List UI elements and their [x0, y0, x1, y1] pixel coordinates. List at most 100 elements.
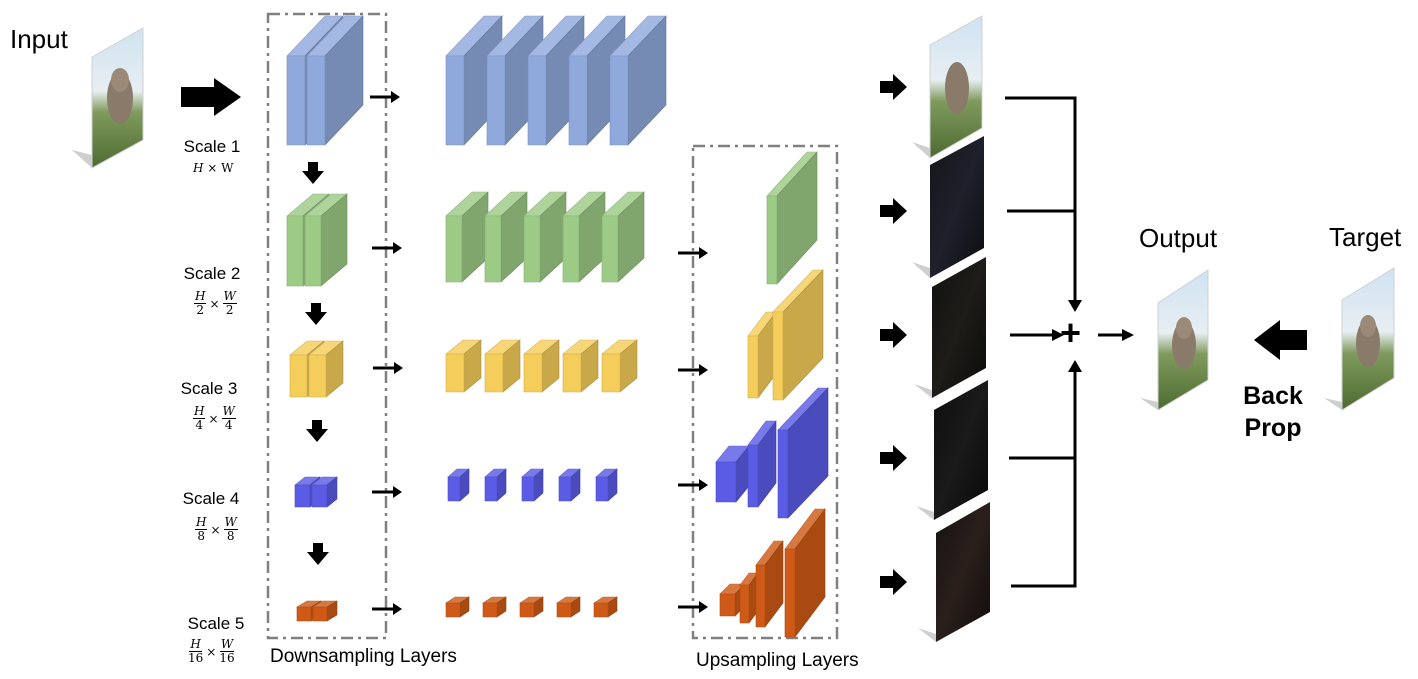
- scale1-down-to-mid-arrow-head: [391, 91, 400, 103]
- scale4-down-to-mid-arrow-head: [393, 486, 402, 498]
- scale5-up-block-4-front: [784, 548, 796, 638]
- scale2-down-block-b-front: [304, 215, 322, 287]
- upsampling-box: [691, 144, 839, 640]
- scale5-h-den: 16: [188, 651, 204, 665]
- scale2-w: W: [222, 289, 237, 304]
- scale3-mid-block-2-front: [484, 353, 504, 393]
- scale2-output-arrow: [880, 198, 907, 224]
- scale5-mid-block-4-front: [556, 602, 572, 618]
- merge-arrowhead-right: [1122, 329, 1134, 341]
- backprop-label: Back Prop: [1234, 380, 1312, 444]
- scale4-output-image: [916, 380, 988, 520]
- scale3-mid-block-3-front: [523, 353, 543, 393]
- backprop-arrow: [1254, 320, 1307, 360]
- scale5-down-block-a-front: [296, 606, 312, 622]
- scale1-label: Scale 1: [183, 137, 241, 156]
- scale1-to-scale2-arrow: [302, 162, 324, 184]
- backprop-line1: Back: [1243, 382, 1303, 410]
- scale3-w: W: [221, 404, 236, 419]
- scale3-up-block-1-front: [747, 335, 759, 399]
- scale2-mid-block-5-front: [601, 215, 619, 283]
- scale1-dims: H × W: [193, 161, 234, 175]
- scale3-output-arrow: [880, 322, 907, 348]
- scale5-label: Scale 5: [187, 614, 245, 633]
- scale2-down-to-mid-arrow-head: [393, 242, 402, 254]
- scale4-up-block-3-front: [777, 429, 789, 519]
- scale2-mid-block-1-front: [445, 215, 463, 283]
- scale4-down-block-b-front: [311, 484, 328, 508]
- downsampling-box: [266, 12, 388, 640]
- backprop-line2: Prop: [1244, 414, 1302, 442]
- scale1-w: W: [221, 161, 234, 175]
- times-sign: ×: [207, 161, 222, 175]
- scale3-output-image: [914, 257, 986, 398]
- scale4-h-den: 8: [197, 529, 206, 543]
- scale4-up-block-1-front: [715, 461, 737, 503]
- scale2-to-scale3-arrow: [305, 303, 327, 325]
- scale5-w-den: 16: [219, 651, 235, 665]
- scale5-up-block-2-front: [739, 584, 750, 624]
- scale2-mid-to-up-arrow-head: [699, 247, 708, 259]
- scale3-mid-to-up-arrow-head: [699, 364, 708, 376]
- scale4-w-den: 8: [226, 529, 235, 543]
- downsampling-label: Downsampling Layers: [270, 646, 457, 667]
- scale4-mid-to-up-arrow-head: [699, 479, 708, 491]
- scale1-mid-block-5-front: [609, 55, 629, 146]
- scale5-mid-block-3-front: [519, 602, 535, 618]
- scale3-to-scale4-arrow: [306, 420, 328, 442]
- scale2-h-den: 2: [196, 303, 205, 317]
- scale2-output-image: [912, 136, 984, 278]
- scale5-mid-block-1-front: [445, 602, 461, 618]
- input-label: Input: [10, 24, 68, 54]
- scale4-mid-block-4-front: [558, 476, 572, 502]
- scale1-mid-block-1-front: [445, 55, 465, 146]
- scale5-output-arrow: [880, 569, 907, 595]
- scale4-mid-block-2-front: [484, 476, 498, 502]
- scale3-label: Scale 3: [180, 379, 238, 398]
- scale4-w: W: [223, 515, 238, 530]
- scale4-up-block-2-front: [747, 444, 759, 508]
- scale3-up-block-2-front: [772, 311, 784, 401]
- scale2-up-block-1-front: [766, 195, 778, 285]
- plus-icon: +: [1060, 312, 1082, 353]
- scale1-mid-block-3-front: [527, 55, 547, 146]
- upsampling-label: Upsampling Layers: [696, 650, 859, 671]
- scale5-mid-to-up-arrow-head: [699, 601, 708, 613]
- scale2-w-den: 2: [225, 303, 234, 317]
- scale4-mid-block-3-front: [521, 476, 535, 502]
- times-sign: ×: [210, 522, 221, 537]
- scale4-label: Scale 4: [182, 489, 240, 508]
- times-sign: ×: [209, 296, 220, 311]
- scale5-up-block-3-front: [755, 564, 766, 628]
- output-image: [1140, 269, 1209, 411]
- scale3-h: H: [193, 404, 206, 419]
- merge-lines: [1005, 96, 1122, 588]
- input-arrow: [181, 78, 241, 116]
- target-label: Target: [1329, 222, 1402, 252]
- scale5-dims: H 16 × W 16: [188, 638, 235, 665]
- scale4-h: H: [195, 515, 208, 530]
- scale1-down-block-a-front: [286, 55, 306, 146]
- scale1-h: H: [193, 161, 204, 175]
- scale5-h: H: [189, 637, 202, 652]
- scale3-down-block-b-front: [308, 354, 327, 398]
- scale1-mid-block-2-front: [486, 55, 506, 146]
- scale5-mid-block-5-front: [593, 602, 609, 618]
- times-sign: ×: [208, 411, 219, 426]
- scale4-down-block-a-front: [294, 484, 311, 508]
- merge-arrowhead-top: [1068, 300, 1082, 312]
- scale1-down-block-b-front: [306, 55, 326, 146]
- scale2-down-block-a-front: [286, 215, 304, 287]
- scale5-down-to-mid-arrow-head: [393, 603, 402, 615]
- scale5-output-image: [918, 502, 990, 642]
- output-label: Output: [1139, 223, 1218, 253]
- scale1-output-arrow: [880, 74, 907, 100]
- scale4-mid-block-5-front: [595, 476, 609, 502]
- scale2-mid-block-3-front: [523, 215, 541, 283]
- merge-arrowhead-left: [1052, 329, 1064, 341]
- scale3-mid-block-5-front: [601, 353, 621, 393]
